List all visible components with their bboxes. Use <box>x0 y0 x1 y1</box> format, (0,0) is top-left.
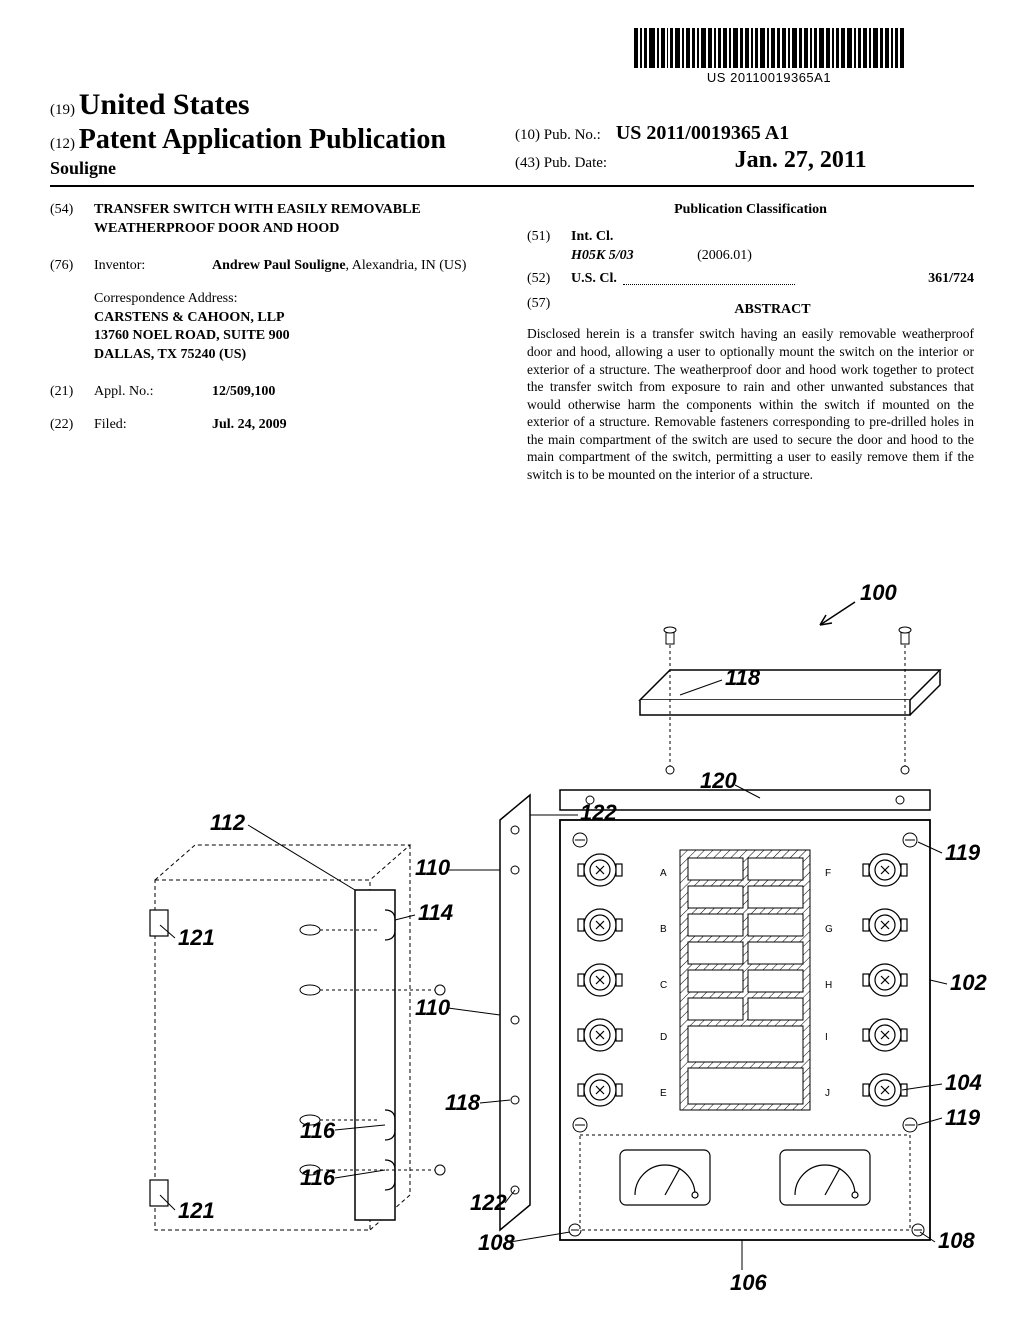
svg-text:116: 116 <box>300 1165 336 1190</box>
svg-text:121: 121 <box>178 1198 215 1223</box>
svg-text:108: 108 <box>938 1228 975 1253</box>
pub-type: Patent Application Publication <box>79 124 446 155</box>
left-column: (54) TRANSFER SWITCH WITH EASILY REMOVAB… <box>50 201 497 483</box>
svg-text:F: F <box>825 868 831 879</box>
pub-date: Jan. 27, 2011 <box>735 147 867 173</box>
intcl-year: (2006.01) <box>697 248 752 263</box>
appl-no: 12/509,100 <box>212 383 497 402</box>
code-12: (12) <box>50 136 75 152</box>
intcl-code: (51) <box>527 228 571 247</box>
title-code: (54) <box>50 201 94 239</box>
svg-text:108: 108 <box>478 1230 515 1255</box>
svg-text:E: E <box>660 1088 667 1099</box>
code-19: (19) <box>50 102 75 118</box>
inventor-label: Inventor: <box>94 257 212 276</box>
code-43: (43) <box>515 155 540 171</box>
filed-date: Jul. 24, 2009 <box>212 416 497 435</box>
right-column: Publication Classification (51) Int. Cl.… <box>527 201 974 483</box>
svg-text:110: 110 <box>415 855 451 880</box>
pub-date-label: Pub. Date: <box>544 155 607 171</box>
svg-text:119: 119 <box>945 840 981 865</box>
svg-text:112: 112 <box>210 810 246 835</box>
barcode-graphic <box>634 28 904 68</box>
correspondence-address: Correspondence Address: CARSTENS & CAHOO… <box>94 290 497 366</box>
uscl-code: (52) <box>527 270 571 289</box>
svg-text:122: 122 <box>470 1190 507 1215</box>
intcl-label: Int. Cl. <box>571 228 613 247</box>
main-compartment: A F B G C H D I E J <box>560 790 930 1240</box>
abstract-code: (57) <box>527 295 571 326</box>
svg-text:H: H <box>825 980 832 991</box>
enclosure-left <box>150 845 445 1230</box>
svg-text:118: 118 <box>445 1090 481 1115</box>
svg-text:114: 114 <box>418 900 453 925</box>
hood-assembly <box>640 627 940 774</box>
abstract-text: Disclosed herein is a transfer switch ha… <box>527 325 974 483</box>
svg-text:116: 116 <box>300 1118 336 1143</box>
corr-addr2: DALLAS, TX 75240 (US) <box>94 346 497 365</box>
svg-text:120: 120 <box>700 768 737 793</box>
svg-text:119: 119 <box>945 1105 981 1130</box>
appl-code: (21) <box>50 383 94 402</box>
svg-text:110: 110 <box>415 995 451 1020</box>
svg-text:122: 122 <box>580 800 617 825</box>
svg-text:C: C <box>660 980 667 991</box>
inventor-code: (76) <box>50 257 94 276</box>
barcode-text: US 20110019365A1 <box>634 70 904 85</box>
svg-text:104: 104 <box>945 1070 982 1095</box>
header-left: (19) United States (12) Patent Applicati… <box>50 88 509 179</box>
inventor-loc: , Alexandria, IN (US) <box>346 258 467 273</box>
breaker-panel: A F B G C H D I E J <box>660 850 833 1110</box>
svg-text:G: G <box>825 924 833 935</box>
svg-text:I: I <box>825 1032 828 1043</box>
inventor-name: Andrew Paul Souligne <box>212 258 346 273</box>
svg-text:118: 118 <box>725 665 761 690</box>
inventor-surname: Souligne <box>50 158 509 179</box>
corr-hdr: Correspondence Address: <box>94 290 497 309</box>
country: United States <box>79 88 250 121</box>
pub-class-hdr: Publication Classification <box>527 201 974 220</box>
header: (19) United States (12) Patent Applicati… <box>50 88 974 179</box>
svg-text:102: 102 <box>950 970 987 995</box>
svg-text:D: D <box>660 1032 667 1043</box>
biblio-columns: (54) TRANSFER SWITCH WITH EASILY REMOVAB… <box>50 201 974 483</box>
svg-text:100: 100 <box>860 580 897 605</box>
abstract-hdr: ABSTRACT <box>571 301 974 320</box>
dots <box>623 270 796 285</box>
corr-name: CARSTENS & CAHOON, LLP <box>94 309 497 328</box>
side-panel <box>500 795 530 1230</box>
intcl-val: H05K 5/03 <box>571 248 634 263</box>
uscl-val: 361/724 <box>801 270 974 289</box>
svg-text:J: J <box>825 1088 830 1099</box>
invention-title: TRANSFER SWITCH WITH EASILY REMOVABLE WE… <box>94 201 497 239</box>
corr-addr1: 13760 NOEL ROAD, SUITE 900 <box>94 327 497 346</box>
uscl-label: U.S. Cl. <box>571 270 617 289</box>
header-right: (10) Pub. No.: US 2011/0019365 A1 (43) P… <box>509 88 974 176</box>
svg-text:106: 106 <box>730 1270 767 1295</box>
pub-no: US 2011/0019365 A1 <box>616 122 789 144</box>
patent-figure: 100 <box>0 570 1024 1300</box>
svg-text:A: A <box>660 868 667 879</box>
filed-code: (22) <box>50 416 94 435</box>
barcode-block: US 20110019365A1 <box>634 28 904 85</box>
code-10: (10) <box>515 127 540 143</box>
svg-text:B: B <box>660 924 667 935</box>
pub-no-label: Pub. No.: <box>544 127 601 143</box>
svg-text:121: 121 <box>178 925 215 950</box>
appl-label: Appl. No.: <box>94 383 212 402</box>
filed-label: Filed: <box>94 416 212 435</box>
divider <box>50 185 974 187</box>
